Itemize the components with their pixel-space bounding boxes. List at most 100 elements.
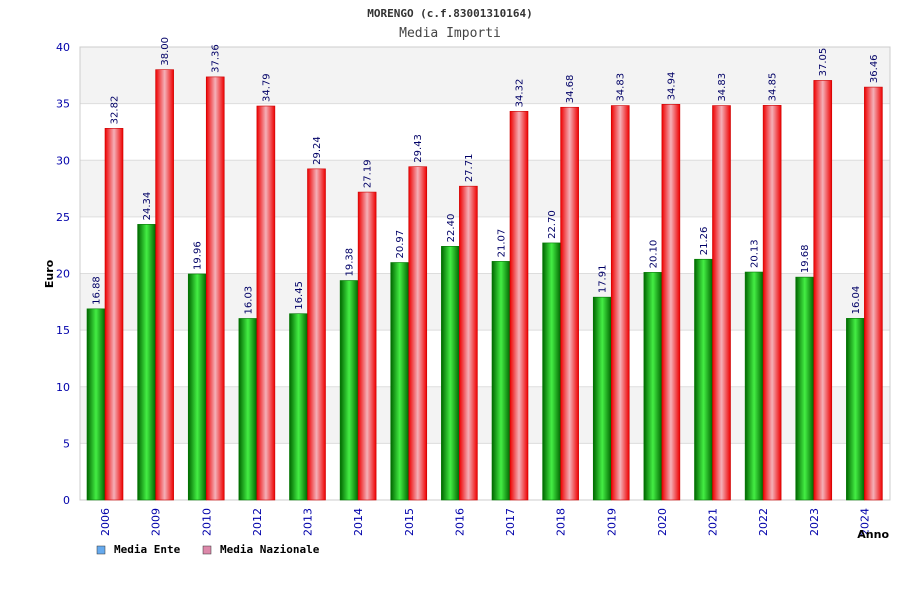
bar-media-ente-2013 <box>289 313 308 501</box>
bar-media-ente-2022 <box>744 271 764 501</box>
y-tick-label: 0 <box>63 494 70 507</box>
bar-media-ente-2024 <box>846 318 865 501</box>
value-label-media-ente-2016: 22.40 <box>446 214 457 243</box>
value-label-media-nazionale-2006: 32.82 <box>110 96 121 125</box>
x-tick-label-2024: 2024 <box>858 508 871 536</box>
bar-media-nazionale-2018 <box>560 106 579 501</box>
x-tick-label-2017: 2017 <box>504 508 517 536</box>
legend-label-media-ente: Media Ente <box>114 543 181 556</box>
x-tick-label-2014: 2014 <box>352 508 365 536</box>
y-tick-label: 5 <box>63 437 70 450</box>
bar-media-nazionale-2024 <box>864 86 883 501</box>
bar-media-nazionale-2016 <box>459 185 478 501</box>
x-tick-label-2022: 2022 <box>757 508 770 536</box>
bar-media-ente-2014 <box>339 280 359 501</box>
x-tick-label-2006: 2006 <box>99 508 112 536</box>
x-tick-label-2023: 2023 <box>808 508 821 536</box>
value-label-media-ente-2020: 20.10 <box>648 240 659 269</box>
bar-media-nazionale-2015 <box>408 166 428 501</box>
legend-label-media-nazionale: Media Nazionale <box>220 543 320 556</box>
bar-media-nazionale-2019 <box>610 105 630 501</box>
legend-swatch-media-nazionale <box>202 545 212 555</box>
x-axis-ticks: 2006 2009 2010 2012 2013 2014 2015 2016 2017 2018… <box>99 508 871 536</box>
bar-media-nazionale-2021 <box>712 105 731 501</box>
value-label-media-ente-2015: 20.97 <box>395 230 406 259</box>
x-tick-label-2018: 2018 <box>555 508 568 536</box>
value-label-media-nazionale-2019: 34.83 <box>616 73 627 102</box>
bar-media-ente-2021 <box>694 258 713 501</box>
bar-media-ente-2012 <box>238 318 258 501</box>
bar-media-nazionale-2010 <box>205 76 225 501</box>
bars <box>86 69 883 501</box>
y-axis-ticks: 0 5 10 15 20 25 30 35 40 <box>56 41 70 507</box>
value-label-media-ente-2022: 20.13 <box>750 239 761 268</box>
value-label-media-nazionale-2013: 29.24 <box>312 136 323 165</box>
x-tick-label-2013: 2013 <box>302 508 315 536</box>
x-tick-label-2020: 2020 <box>656 508 669 536</box>
value-label-media-ente-2023: 19.68 <box>800 244 811 273</box>
value-label-media-ente-2010: 19.96 <box>193 241 204 270</box>
value-label-media-nazionale-2024: 36.46 <box>869 54 880 83</box>
x-axis-label: Anno <box>857 528 889 541</box>
value-label-media-nazionale-2014: 27.19 <box>363 159 374 188</box>
plot-frame <box>79 46 891 501</box>
bar-media-nazionale-2020 <box>661 104 681 501</box>
chart-title: MORENGO (c.f.83001310164) <box>367 7 533 20</box>
bar-media-ente-2019 <box>592 296 612 501</box>
y-tick-label: 40 <box>56 41 70 54</box>
bar-media-ente-2010 <box>187 273 207 501</box>
y-axis-label: Euro <box>43 259 56 288</box>
value-label-media-nazionale-2009: 38.00 <box>160 37 171 66</box>
bar-media-ente-2020 <box>643 272 663 501</box>
legend: Media Ente Media Nazionale <box>96 543 320 556</box>
legend-swatch-media-ente <box>96 545 106 555</box>
value-label-media-ente-2009: 24.34 <box>142 192 153 221</box>
bar-media-ente-2006 <box>86 308 106 501</box>
x-tick-label-2021: 2021 <box>707 508 720 536</box>
value-label-media-nazionale-2012: 34.79 <box>261 73 272 102</box>
bar-media-nazionale-2023 <box>813 80 833 501</box>
chart-subtitle: Media Importi <box>399 26 501 41</box>
value-label-media-nazionale-2015: 29.43 <box>413 134 424 163</box>
x-tick-label-2019: 2019 <box>605 508 618 536</box>
value-label-media-ente-2017: 21.07 <box>497 229 508 258</box>
y-tick-label: 10 <box>56 381 70 394</box>
bar-media-ente-2018 <box>542 242 561 501</box>
value-label-media-ente-2014: 19.38 <box>345 248 356 277</box>
bar-media-ente-2023 <box>795 276 815 501</box>
bar-media-nazionale-2012 <box>256 105 276 501</box>
value-label-media-nazionale-2022: 34.85 <box>768 73 779 102</box>
value-label-media-ente-2019: 17.91 <box>598 265 609 294</box>
bar-media-ente-2016 <box>441 246 460 501</box>
value-label-media-nazionale-2020: 34.94 <box>666 72 677 101</box>
x-tick-label-2012: 2012 <box>251 508 264 536</box>
bar-media-nazionale-2009 <box>155 69 174 501</box>
x-tick-label-2016: 2016 <box>453 508 466 536</box>
bar-media-nazionale-2006 <box>104 128 124 501</box>
value-label-media-nazionale-2021: 34.83 <box>717 73 728 102</box>
bar-media-ente-2015 <box>390 262 410 501</box>
x-tick-label-2015: 2015 <box>403 508 416 536</box>
bar-media-nazionale-2022 <box>762 105 782 501</box>
value-label-media-nazionale-2016: 27.71 <box>464 154 475 183</box>
y-tick-label: 20 <box>56 268 70 281</box>
y-tick-label: 25 <box>56 211 70 224</box>
value-label-media-nazionale-2010: 37.36 <box>211 44 222 73</box>
bar-media-ente-2009 <box>137 224 156 501</box>
value-label-media-ente-2013: 16.45 <box>294 281 305 310</box>
bar-media-nazionale-2014 <box>357 191 377 501</box>
y-tick-label: 30 <box>56 154 70 167</box>
value-label-media-ente-2018: 22.70 <box>547 210 558 239</box>
value-label-media-nazionale-2017: 34.32 <box>515 79 526 108</box>
y-tick-label: 15 <box>56 324 70 337</box>
y-tick-label: 35 <box>56 98 70 111</box>
bar-media-nazionale-2017 <box>509 111 529 501</box>
value-label-media-ente-2006: 16.88 <box>92 276 103 305</box>
bar-media-nazionale-2013 <box>307 168 326 501</box>
x-tick-label-2010: 2010 <box>200 508 213 536</box>
x-tick-label-2009: 2009 <box>150 508 163 536</box>
value-label-media-ente-2021: 21.26 <box>699 227 710 256</box>
value-label-media-nazionale-2023: 37.05 <box>818 48 829 77</box>
value-labels: 16.88 32.82 24.34 38.00 19.96 37.36 16.03 34.79… <box>92 37 880 314</box>
